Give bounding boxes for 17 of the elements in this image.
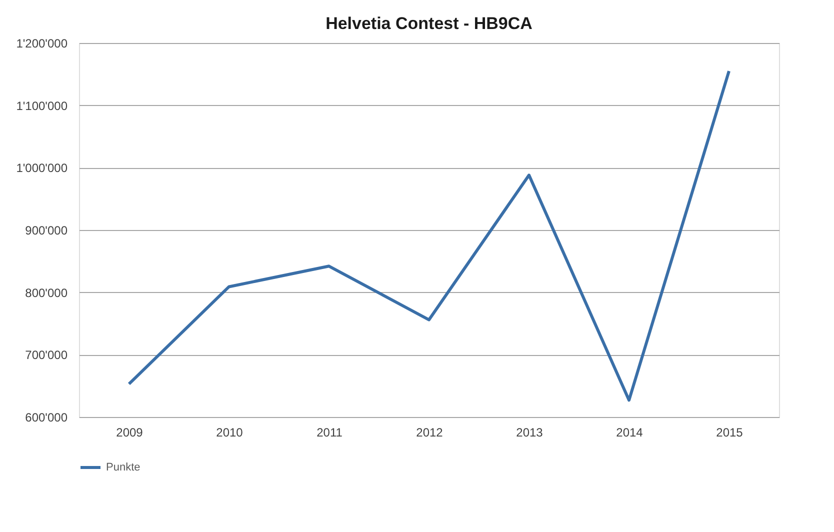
y-tick-label: 900'000 — [25, 224, 68, 238]
y-tick-label: 800'000 — [25, 286, 68, 300]
x-tick-label: 2015 — [716, 426, 744, 440]
x-tick-label: 2014 — [616, 426, 644, 440]
y-tick-label: 1'000'000 — [16, 161, 68, 176]
y-tick-label: 600'000 — [25, 410, 68, 424]
y-tick-label: 1'100'000 — [16, 98, 68, 113]
x-tick-label: 2013 — [516, 426, 544, 440]
x-tick-label: 2012 — [416, 426, 444, 440]
line-series — [128, 70, 730, 402]
x-tick-label: 2010 — [216, 426, 244, 440]
legend-label: Punkte — [106, 462, 140, 474]
chart-title: Helvetia Contest - HB9CA — [326, 14, 532, 33]
x-tick-label: 2009 — [116, 426, 144, 440]
x-tick-label: 2011 — [316, 426, 343, 440]
y-tick-label: 700'000 — [25, 348, 68, 362]
y-tick-label: 1'200'000 — [16, 36, 68, 50]
